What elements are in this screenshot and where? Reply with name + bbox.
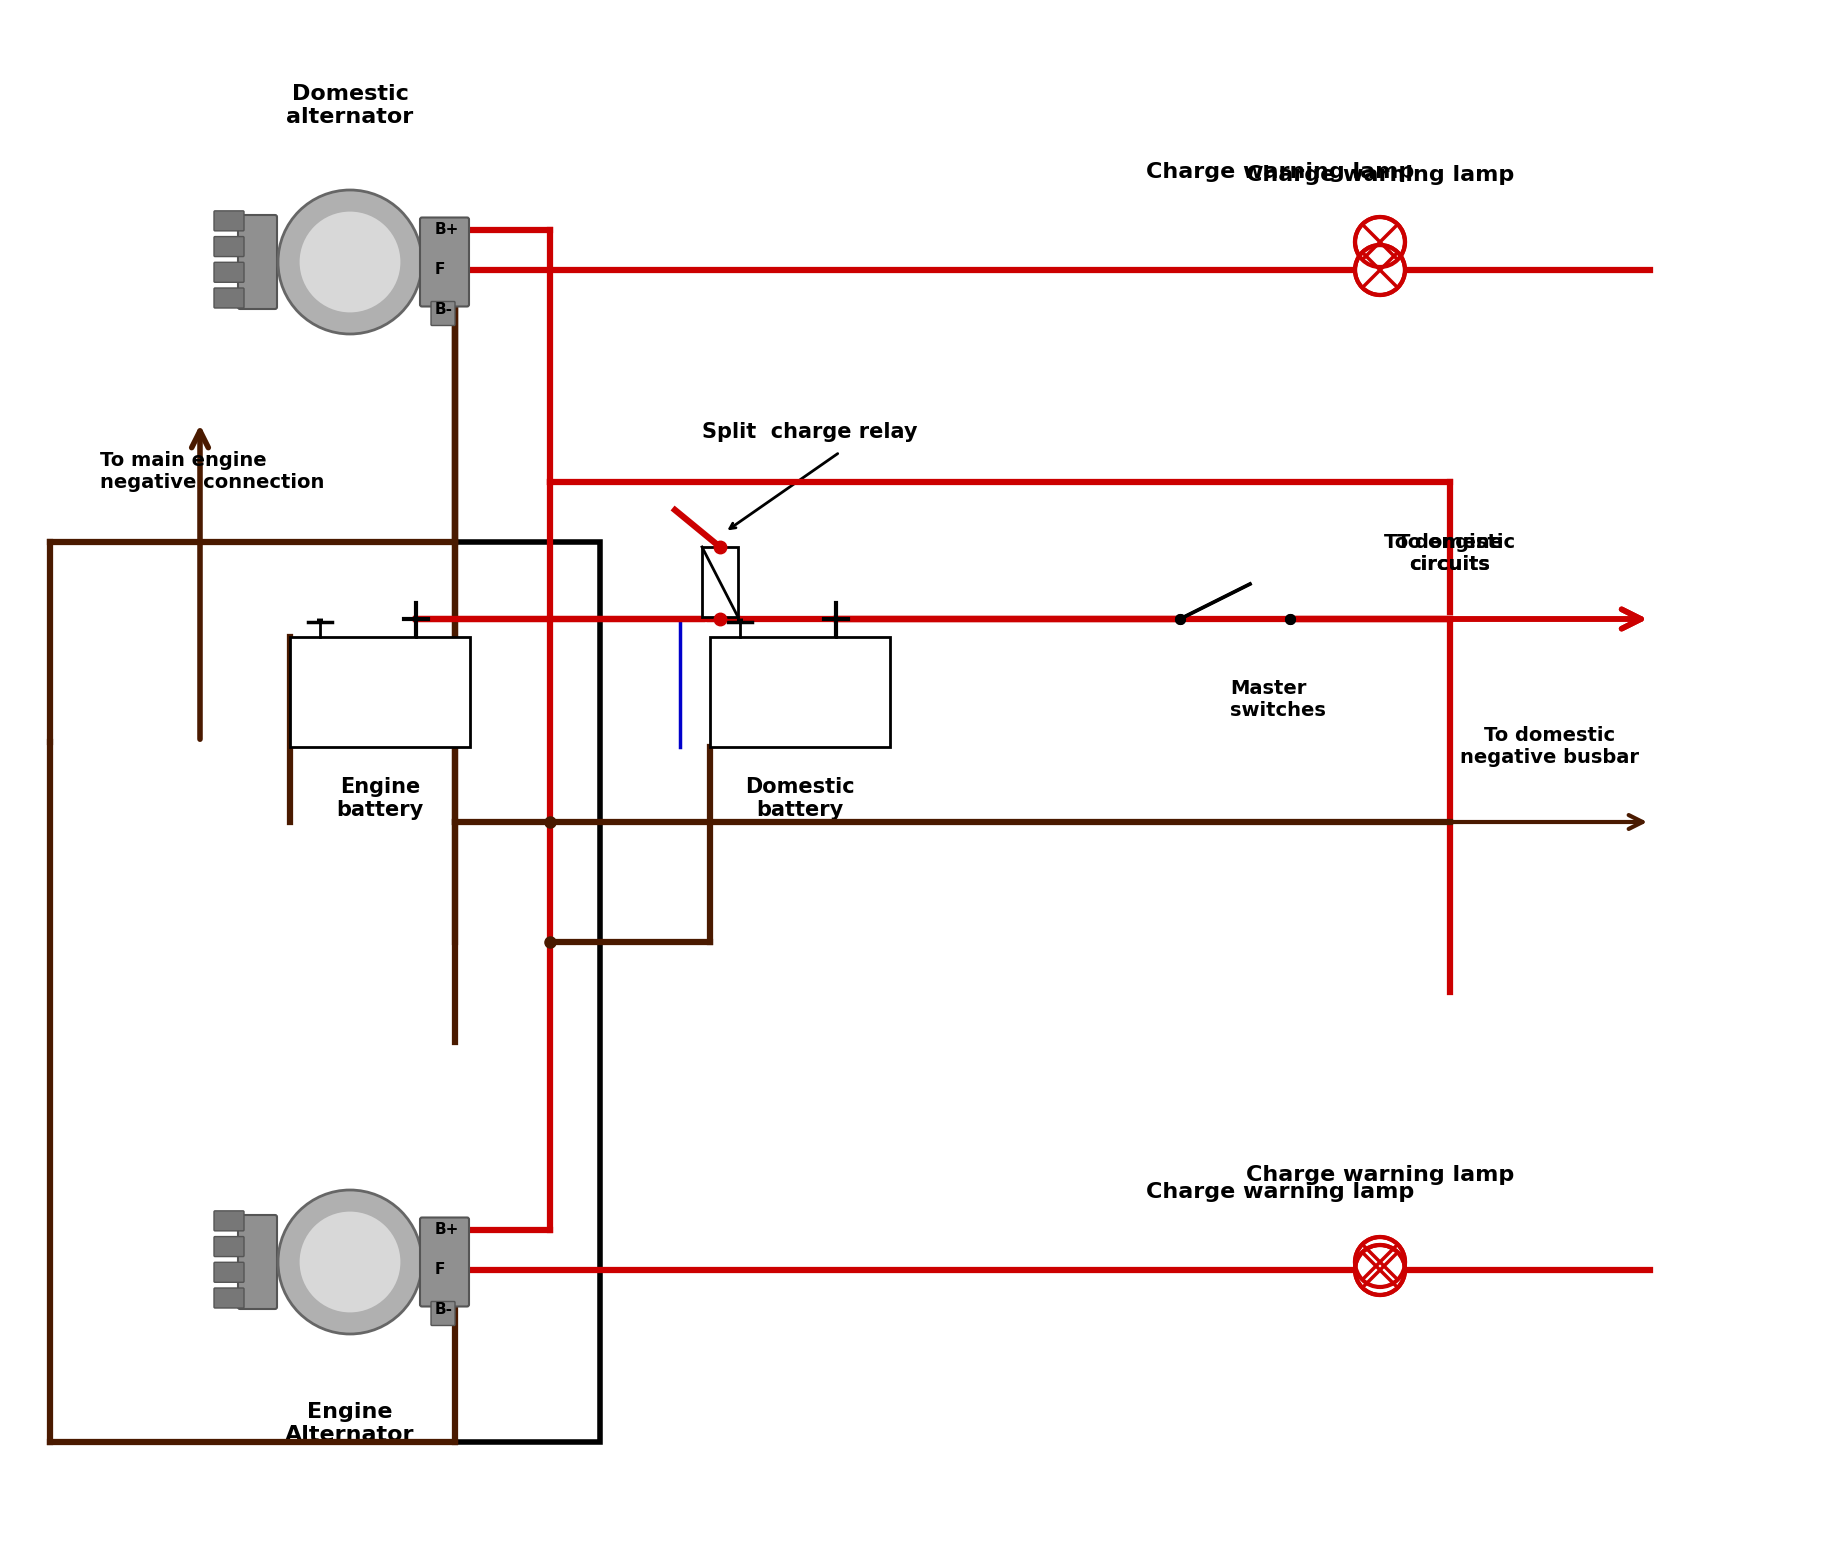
FancyBboxPatch shape [213,1210,245,1231]
FancyBboxPatch shape [419,1218,469,1306]
Circle shape [1354,217,1405,267]
FancyBboxPatch shape [430,302,454,325]
Text: B+: B+ [434,222,460,237]
FancyBboxPatch shape [213,236,245,256]
Circle shape [1354,245,1405,295]
Text: Engine
battery: Engine battery [337,777,423,820]
Circle shape [278,1190,421,1334]
Text: To main engine
negative connection: To main engine negative connection [99,450,324,492]
Text: Domestic
alternator: Domestic alternator [287,83,414,126]
FancyBboxPatch shape [419,217,469,307]
FancyBboxPatch shape [213,1237,245,1257]
Text: B-: B- [434,302,452,318]
Text: Charge warning lamp: Charge warning lamp [1146,1183,1414,1203]
Text: +: + [408,611,425,629]
Text: Master
switches: Master switches [1228,678,1326,720]
Text: B+: B+ [434,1223,460,1238]
Text: B-: B- [434,1303,452,1317]
Bar [50,541,600,1442]
Circle shape [1354,1244,1405,1295]
Text: -: - [316,611,324,629]
Circle shape [300,1212,401,1312]
Text: Charge warning lamp: Charge warning lamp [1146,162,1414,182]
Text: Domestic
battery: Domestic battery [745,777,855,820]
Text: -: - [736,611,743,629]
Circle shape [1354,1237,1405,1288]
Text: F: F [434,1263,445,1277]
Text: To domestic
circuits: To domestic circuits [1383,534,1515,574]
Text: Split  charge relay: Split charge relay [702,423,918,443]
FancyBboxPatch shape [291,637,469,746]
Text: To engine
circuits: To engine circuits [1396,534,1502,574]
FancyBboxPatch shape [213,1288,245,1308]
Text: Charge warning lamp: Charge warning lamp [1245,165,1513,185]
Text: Engine
Alternator: Engine Alternator [285,1402,414,1445]
Circle shape [300,211,401,313]
Circle shape [278,190,421,335]
Bar [702,547,737,617]
FancyBboxPatch shape [430,1301,454,1326]
FancyBboxPatch shape [213,211,245,231]
Text: To domestic
negative busbar: To domestic negative busbar [1460,726,1639,766]
Text: +: + [828,611,844,629]
FancyBboxPatch shape [237,214,278,308]
FancyBboxPatch shape [213,288,245,308]
FancyBboxPatch shape [213,1263,245,1283]
Text: F: F [434,262,445,278]
FancyBboxPatch shape [710,637,890,746]
Text: Charge warning lamp: Charge warning lamp [1245,1166,1513,1184]
FancyBboxPatch shape [237,1215,278,1309]
FancyBboxPatch shape [213,262,245,282]
